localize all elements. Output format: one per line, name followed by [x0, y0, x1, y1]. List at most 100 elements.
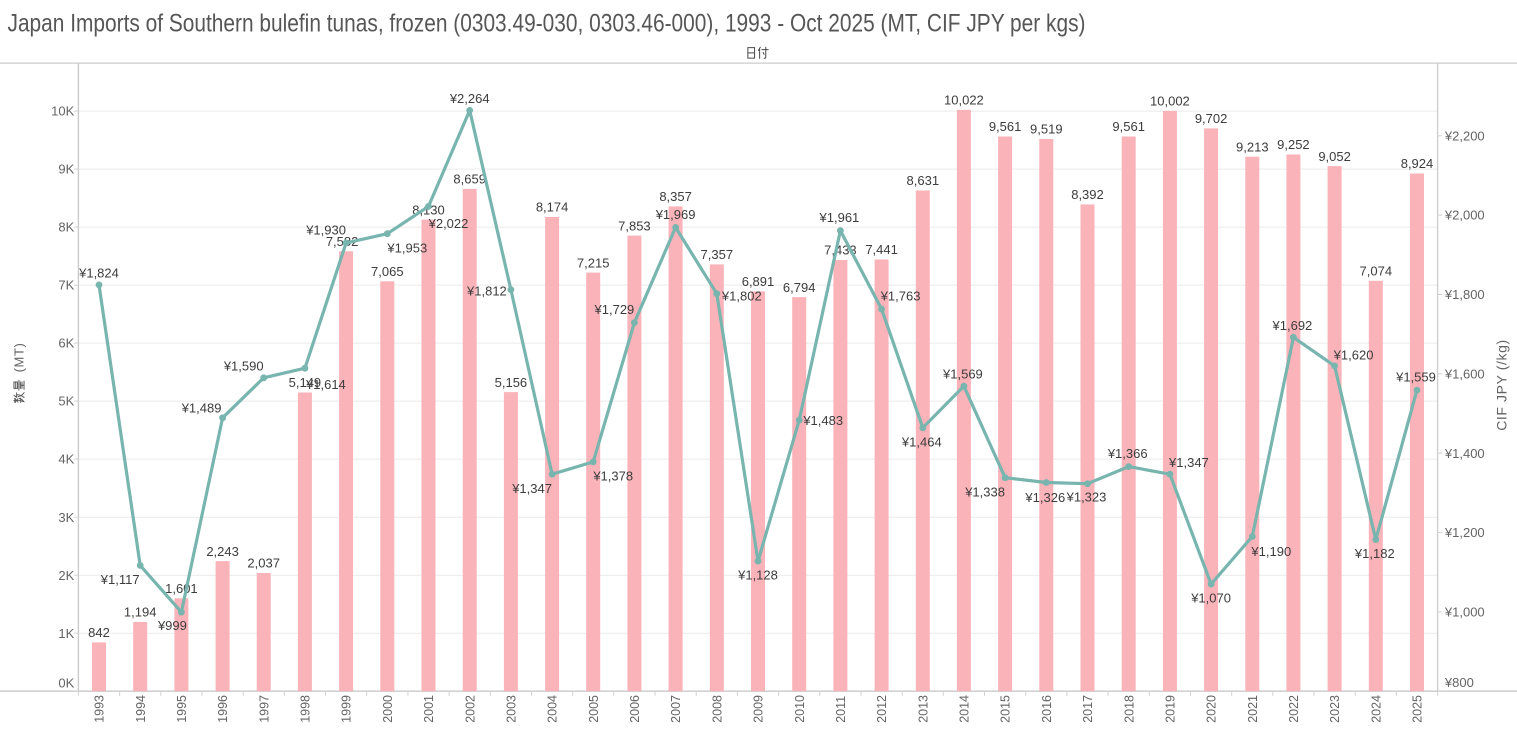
- svg-text:1998: 1998: [299, 695, 313, 723]
- svg-text:2006: 2006: [628, 695, 642, 723]
- svg-text:0K: 0K: [58, 675, 74, 690]
- svg-text:¥1,338: ¥1,338: [964, 484, 1005, 499]
- svg-text:5,149: 5,149: [289, 375, 322, 390]
- svg-text:10,022: 10,022: [944, 93, 984, 108]
- svg-text:1,194: 1,194: [124, 605, 157, 620]
- svg-text:8,392: 8,392: [1071, 187, 1104, 202]
- svg-text:¥1,323: ¥1,323: [1066, 489, 1107, 504]
- svg-text:9,252: 9,252: [1277, 137, 1310, 152]
- svg-text:7,215: 7,215: [577, 255, 610, 270]
- svg-text:¥1,812: ¥1,812: [466, 283, 507, 298]
- svg-text:9,213: 9,213: [1236, 139, 1269, 154]
- svg-text:9,052: 9,052: [1318, 149, 1351, 164]
- svg-text:¥2,200: ¥2,200: [1444, 128, 1485, 143]
- svg-text:1K: 1K: [58, 626, 74, 641]
- svg-text:2022: 2022: [1287, 695, 1301, 723]
- svg-text:8,357: 8,357: [659, 189, 692, 204]
- svg-text:8K: 8K: [58, 220, 74, 235]
- svg-text:¥1,200: ¥1,200: [1444, 525, 1485, 540]
- svg-text:8,659: 8,659: [453, 172, 486, 187]
- svg-text:3K: 3K: [58, 510, 74, 525]
- svg-text:CIF JPY (/kg): CIF JPY (/kg): [1493, 339, 1509, 431]
- svg-text:9,561: 9,561: [989, 119, 1022, 134]
- svg-text:6,891: 6,891: [742, 274, 775, 289]
- svg-text:¥1,802: ¥1,802: [721, 288, 762, 303]
- svg-text:7,853: 7,853: [618, 218, 651, 233]
- svg-text:8,174: 8,174: [536, 200, 569, 215]
- svg-text:9,561: 9,561: [1112, 119, 1145, 134]
- svg-text:(MT): (MT): [12, 343, 27, 373]
- svg-text:9,702: 9,702: [1195, 111, 1228, 126]
- svg-text:2,037: 2,037: [247, 556, 280, 571]
- svg-text:2023: 2023: [1328, 695, 1342, 723]
- svg-text:2021: 2021: [1246, 695, 1260, 723]
- svg-text:10,002: 10,002: [1150, 94, 1190, 109]
- svg-text:¥1,378: ¥1,378: [592, 469, 633, 484]
- svg-text:2K: 2K: [58, 568, 74, 583]
- svg-text:2024: 2024: [1369, 695, 1383, 723]
- svg-text:Japan Imports of Southern bule: Japan Imports of Southern bulefin tunas,…: [8, 10, 1086, 38]
- svg-text:5K: 5K: [58, 394, 74, 409]
- svg-text:¥1,953: ¥1,953: [386, 240, 427, 255]
- svg-text:¥999: ¥999: [157, 618, 187, 633]
- svg-text:¥1,600: ¥1,600: [1444, 366, 1485, 381]
- svg-text:2005: 2005: [587, 695, 601, 723]
- svg-text:¥1,800: ¥1,800: [1444, 287, 1485, 302]
- svg-text:7,357: 7,357: [701, 247, 734, 262]
- svg-text:2012: 2012: [875, 695, 889, 723]
- svg-text:2008: 2008: [710, 695, 724, 723]
- svg-text:2014: 2014: [958, 695, 972, 723]
- svg-text:¥1,961: ¥1,961: [819, 210, 860, 225]
- svg-text:¥1,692: ¥1,692: [1272, 318, 1313, 333]
- svg-text:¥1,489: ¥1,489: [181, 400, 222, 415]
- svg-text:2015: 2015: [999, 695, 1013, 723]
- svg-text:¥1,190: ¥1,190: [1250, 544, 1291, 559]
- svg-text:5,156: 5,156: [495, 375, 528, 390]
- svg-text:1994: 1994: [134, 695, 148, 723]
- svg-text:2003: 2003: [505, 695, 519, 723]
- svg-text:7K: 7K: [58, 278, 74, 293]
- svg-text:¥1,729: ¥1,729: [594, 302, 635, 317]
- svg-text:9K: 9K: [58, 162, 74, 177]
- svg-text:¥2,264: ¥2,264: [449, 91, 490, 106]
- svg-text:¥1,000: ¥1,000: [1444, 605, 1485, 620]
- svg-text:2010: 2010: [793, 695, 807, 723]
- svg-text:2011: 2011: [834, 696, 848, 723]
- svg-text:2001: 2001: [422, 695, 436, 723]
- svg-text:¥1,559: ¥1,559: [1395, 370, 1436, 385]
- svg-text:6K: 6K: [58, 336, 74, 351]
- svg-text:2002: 2002: [463, 695, 477, 723]
- svg-text:7,441: 7,441: [865, 242, 898, 257]
- svg-text:7,582: 7,582: [326, 234, 359, 249]
- svg-text:7,065: 7,065: [371, 264, 404, 279]
- svg-text:¥2,000: ¥2,000: [1444, 208, 1485, 223]
- svg-text:7,074: 7,074: [1360, 264, 1393, 279]
- svg-text:6,794: 6,794: [783, 280, 816, 295]
- svg-text:2025: 2025: [1411, 695, 1425, 723]
- svg-text:¥1,614: ¥1,614: [305, 377, 346, 392]
- svg-text:¥1,590: ¥1,590: [223, 358, 264, 373]
- svg-text:¥1,347: ¥1,347: [1168, 455, 1209, 470]
- svg-text:2009: 2009: [752, 695, 766, 723]
- svg-text:¥1,366: ¥1,366: [1107, 446, 1148, 461]
- svg-text:2017: 2017: [1081, 695, 1095, 723]
- svg-text:¥800: ¥800: [1444, 675, 1474, 690]
- svg-text:2020: 2020: [1205, 695, 1219, 723]
- svg-text:2019: 2019: [1164, 695, 1178, 723]
- svg-text:¥1,969: ¥1,969: [655, 207, 696, 222]
- svg-text:2018: 2018: [1122, 695, 1136, 723]
- svg-text:¥1,117: ¥1,117: [100, 572, 140, 587]
- svg-text:¥1,483: ¥1,483: [802, 413, 843, 428]
- svg-text:2000: 2000: [381, 695, 395, 723]
- svg-text:8,631: 8,631: [907, 173, 940, 188]
- svg-text:¥2,022: ¥2,022: [428, 216, 469, 231]
- svg-text:¥1,182: ¥1,182: [1354, 546, 1395, 561]
- svg-text:9,519: 9,519: [1030, 122, 1063, 137]
- svg-text:2004: 2004: [546, 695, 560, 723]
- svg-text:2,243: 2,243: [206, 544, 239, 559]
- svg-text:2013: 2013: [916, 695, 930, 723]
- svg-text:¥1,620: ¥1,620: [1333, 348, 1374, 363]
- svg-text:10K: 10K: [51, 104, 74, 119]
- svg-text:¥1,400: ¥1,400: [1444, 446, 1485, 461]
- svg-text:2007: 2007: [669, 695, 683, 723]
